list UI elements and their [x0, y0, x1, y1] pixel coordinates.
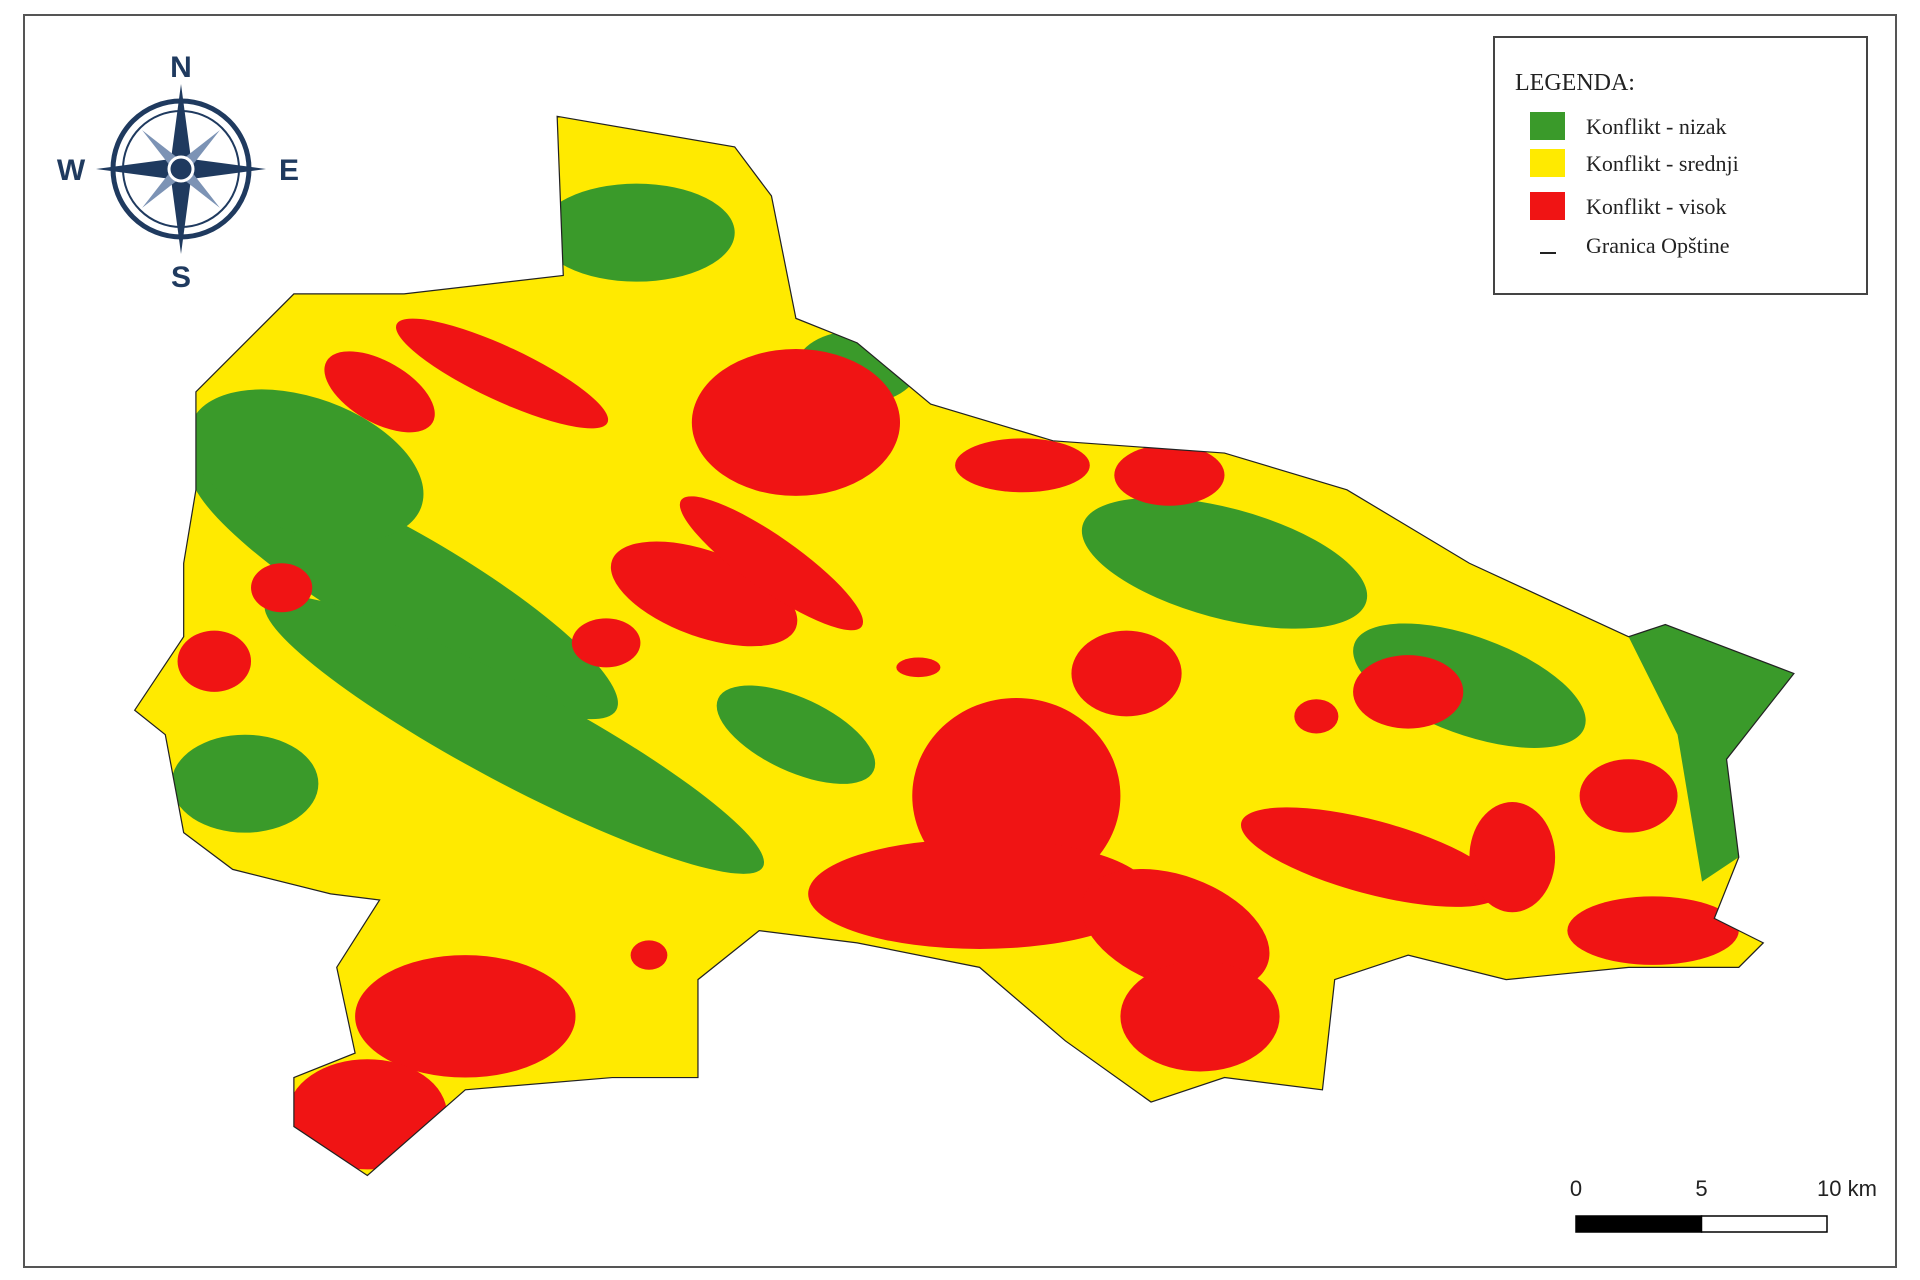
compass-label: S — [171, 261, 191, 294]
zone-high — [1120, 961, 1280, 1072]
legend-title: LEGENDA: — [1515, 70, 1635, 96]
zone-high — [251, 563, 313, 613]
zone-high — [808, 838, 1152, 949]
compass-label: N — [170, 51, 192, 84]
legend-swatch — [1530, 192, 1565, 220]
zone-high — [1081, 868, 1270, 993]
zone-high — [691, 348, 901, 496]
legend-label: Konflikt - nizak — [1586, 114, 1727, 139]
scale-bar: 0 5 10 km — [1570, 1176, 1877, 1233]
legend-swatch — [1530, 112, 1565, 140]
compass-label: E — [279, 154, 299, 187]
zone-low — [1353, 623, 1586, 748]
zone-high — [177, 630, 252, 692]
zone-low — [171, 734, 319, 833]
zone-low — [538, 183, 735, 282]
zone-low — [264, 595, 765, 874]
zone-low — [716, 685, 876, 784]
zone-high — [896, 657, 941, 678]
legend: LEGENDA: Konflikt - nizak Konflikt - sred… — [1493, 36, 1868, 295]
zone-high — [1469, 802, 1556, 913]
zone-high — [1071, 630, 1182, 717]
scale-segment — [1700, 1215, 1828, 1233]
zone-high — [1579, 759, 1678, 833]
zone-low — [188, 389, 424, 542]
zone-high — [1240, 807, 1502, 907]
zone-low — [1628, 624, 1794, 882]
compass: N S E W — [57, 51, 299, 294]
zone-high — [1353, 655, 1464, 729]
legend-label: Konflikt - visok — [1586, 194, 1727, 219]
legend-swatch — [1530, 149, 1565, 177]
zone-high — [1294, 699, 1339, 734]
zones — [171, 183, 1794, 1170]
zone-high — [679, 496, 864, 631]
legend-label: Konflikt - srednji — [1586, 151, 1739, 176]
scale-label: 10 km — [1817, 1176, 1877, 1201]
legend-label: Granica Opštine — [1586, 233, 1730, 258]
compass-label: W — [57, 154, 86, 187]
zone-high — [355, 955, 576, 1078]
map-area — [134, 115, 1795, 1177]
zone-high — [630, 940, 668, 970]
scale-label: 5 — [1695, 1176, 1707, 1201]
zone-high — [571, 618, 641, 668]
zone-high — [1114, 444, 1225, 506]
zone-high — [955, 438, 1090, 493]
scale-label: 0 — [1570, 1176, 1582, 1201]
zone-high — [610, 541, 798, 647]
zone-high — [1567, 896, 1739, 965]
zone-high — [396, 318, 609, 429]
scale-segment — [1575, 1215, 1703, 1233]
zone-high — [324, 351, 435, 433]
zone-low — [1081, 497, 1368, 629]
compass-center — [167, 155, 195, 183]
